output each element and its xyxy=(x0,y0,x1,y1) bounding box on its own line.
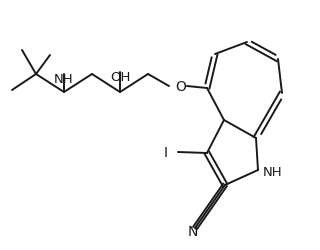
Text: NH: NH xyxy=(54,73,74,86)
Text: I: I xyxy=(164,146,168,159)
Text: NH: NH xyxy=(263,166,283,179)
Text: OH: OH xyxy=(110,71,130,84)
Text: N: N xyxy=(188,224,198,238)
Text: O: O xyxy=(176,80,187,94)
